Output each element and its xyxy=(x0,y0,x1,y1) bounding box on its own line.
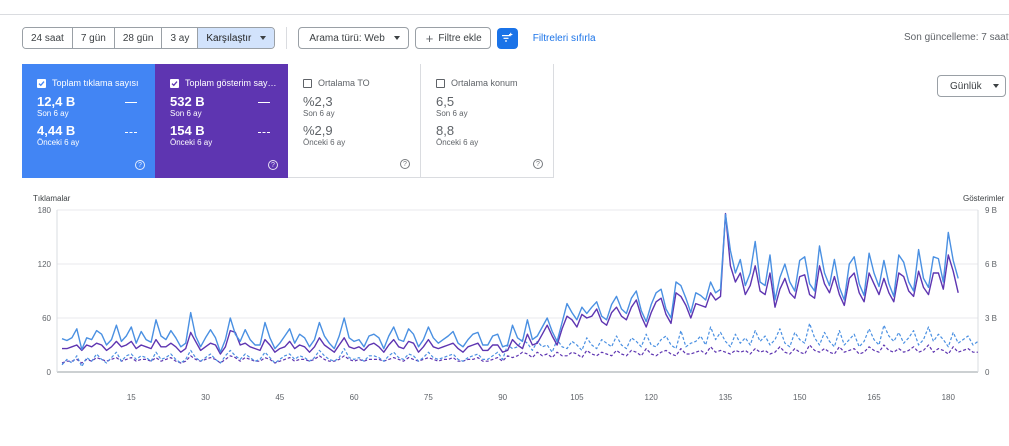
x-tick-label: 180 xyxy=(942,393,956,402)
chevron-down-icon xyxy=(260,36,267,40)
metric-previous-period: Önceki 6 ay xyxy=(436,138,479,147)
metric-card-header: Ortalama TO xyxy=(303,78,415,88)
date-toolbar: 24 saat 7 gün 28 gün 3 ay Karşılaştır Ar… xyxy=(22,26,596,50)
clicks-previous-series xyxy=(61,322,979,368)
metric-card-position[interactable]: Ortalama konum 6,5 Son 6 ay 8,8 Önceki 6… xyxy=(421,64,554,178)
x-tick-label: 75 xyxy=(424,393,433,402)
metric-previous-value: 4,44 B xyxy=(37,123,76,138)
checkbox-checked-icon[interactable] xyxy=(170,78,179,88)
metric-value: 6,5 xyxy=(436,94,455,109)
filter-list-icon xyxy=(502,32,513,42)
x-tick-label: 120 xyxy=(645,393,659,402)
metric-previous-value: 154 B xyxy=(170,123,205,138)
filter-settings-button[interactable] xyxy=(496,27,518,49)
metric-label: Toplam tıklama sayısı xyxy=(52,78,139,88)
last-update-text: Son güncelleme: 7 saat xyxy=(904,32,1009,43)
metric-label: Toplam gösterim sayısı xyxy=(185,78,277,88)
y-tick-label: 60 xyxy=(42,314,51,323)
metric-card-impressions[interactable]: Toplam gösterim sayısı 532 B Son 6 ay 15… xyxy=(155,64,288,178)
granularity-dropdown[interactable]: Günlük xyxy=(937,75,1006,97)
top-divider xyxy=(0,14,1009,15)
y2-tick-label: 9 B xyxy=(985,206,997,215)
checkbox-unchecked-icon[interactable] xyxy=(303,78,312,88)
range-24h-button[interactable]: 24 saat xyxy=(23,28,73,48)
chevron-down-icon xyxy=(992,84,999,88)
range-3m-button[interactable]: 3 ay xyxy=(162,28,199,48)
compare-label: Karşılaştır xyxy=(206,32,252,44)
x-tick-label: 150 xyxy=(793,393,807,402)
metric-value: 12,4 B xyxy=(37,94,76,109)
metric-value: 532 B xyxy=(170,94,205,109)
help-icon[interactable]: ? xyxy=(135,160,145,170)
checkbox-unchecked-icon[interactable] xyxy=(436,78,445,88)
metric-label: Ortalama TO xyxy=(318,78,370,88)
plus-icon: + xyxy=(425,30,434,46)
search-type-dropdown[interactable]: Arama türü: Web xyxy=(298,27,409,49)
x-tick-label: 60 xyxy=(350,393,359,402)
clicks-current-series xyxy=(61,213,959,353)
left-axis-title: Tıklamalar xyxy=(33,194,71,203)
granularity-label: Günlük xyxy=(950,80,982,92)
x-tick-label: 90 xyxy=(498,393,507,402)
y-tick-label: 180 xyxy=(38,206,52,215)
x-tick-label: 165 xyxy=(867,393,881,402)
impressions-current-series xyxy=(62,212,959,355)
solid-line-legend-icon xyxy=(258,102,270,103)
metric-previous-period: Önceki 6 ay xyxy=(170,138,213,147)
range-28d-button[interactable]: 28 gün xyxy=(114,28,163,48)
solid-line-legend-icon xyxy=(125,102,137,103)
right-axis-title: Gösterimler xyxy=(963,194,1005,203)
y2-tick-label: 0 xyxy=(985,368,990,377)
metric-period: Son 6 ay xyxy=(170,109,202,118)
checkbox-checked-icon[interactable] xyxy=(37,78,46,88)
help-icon[interactable]: ? xyxy=(400,159,410,169)
add-filter-button[interactable]: + Filtre ekle xyxy=(414,27,491,49)
toolbar-divider xyxy=(286,27,288,49)
metric-previous-value: %2,9 xyxy=(303,123,333,138)
metric-card-header: Toplam tıklama sayısı xyxy=(37,78,149,88)
x-tick-label: 15 xyxy=(127,393,136,402)
search-type-label: Arama türü: Web xyxy=(309,32,385,44)
dashed-line-legend-icon xyxy=(125,132,137,133)
impressions-previous-series xyxy=(61,344,978,364)
chart-canvas[interactable]: 0 0 60 3 B 120 6 B 180 9 B 15 30 45 60 75 90 105 120 135… xyxy=(22,180,1009,446)
date-range-group: 24 saat 7 gün 28 gün 3 ay Karşılaştır xyxy=(22,27,276,49)
metric-value: %2,3 xyxy=(303,94,333,109)
metric-period: Son 6 ay xyxy=(303,109,335,118)
performance-chart: Tıklamalar Gösterimler 0 0 60 3 B 120 6 B 180 9… xyxy=(22,180,1009,446)
help-icon[interactable]: ? xyxy=(268,160,278,170)
metric-card-header: Toplam gösterim sayısı xyxy=(170,78,282,88)
y2-tick-label: 6 B xyxy=(985,260,997,269)
chevron-down-icon xyxy=(393,36,400,40)
metric-period: Son 6 ay xyxy=(436,109,468,118)
x-tick-label: 45 xyxy=(275,393,284,402)
metric-card-header: Ortalama konum xyxy=(436,78,548,88)
range-7d-button[interactable]: 7 gün xyxy=(72,28,115,48)
x-tick-label: 30 xyxy=(201,393,210,402)
x-tick-label: 135 xyxy=(719,393,733,402)
y2-tick-label: 3 B xyxy=(985,314,997,323)
x-tick-label: 105 xyxy=(570,393,584,402)
dashed-line-legend-icon xyxy=(258,132,270,133)
compare-dropdown[interactable]: Karşılaştır xyxy=(198,28,275,48)
metric-previous-value: 8,8 xyxy=(436,123,455,138)
y-tick-label: 0 xyxy=(47,368,52,377)
add-filter-label: Filtre ekle xyxy=(438,32,482,44)
metric-card-clicks[interactable]: Toplam tıklama sayısı 12,4 B Son 6 ay 4,… xyxy=(22,64,155,178)
metric-card-ctr[interactable]: Ortalama TO %2,3 Son 6 ay %2,9 Önceki 6 … xyxy=(288,64,421,178)
reset-filters-link[interactable]: Filtreleri sıfırla xyxy=(532,32,596,44)
help-icon[interactable]: ? xyxy=(533,159,543,169)
metric-cards: Toplam tıklama sayısı 12,4 B Son 6 ay 4,… xyxy=(22,64,554,178)
metric-label: Ortalama konum xyxy=(451,78,518,88)
metric-previous-period: Önceki 6 ay xyxy=(37,138,80,147)
y-tick-label: 120 xyxy=(38,260,52,269)
metric-previous-period: Önceki 6 ay xyxy=(303,138,346,147)
metric-period: Son 6 ay xyxy=(37,109,69,118)
